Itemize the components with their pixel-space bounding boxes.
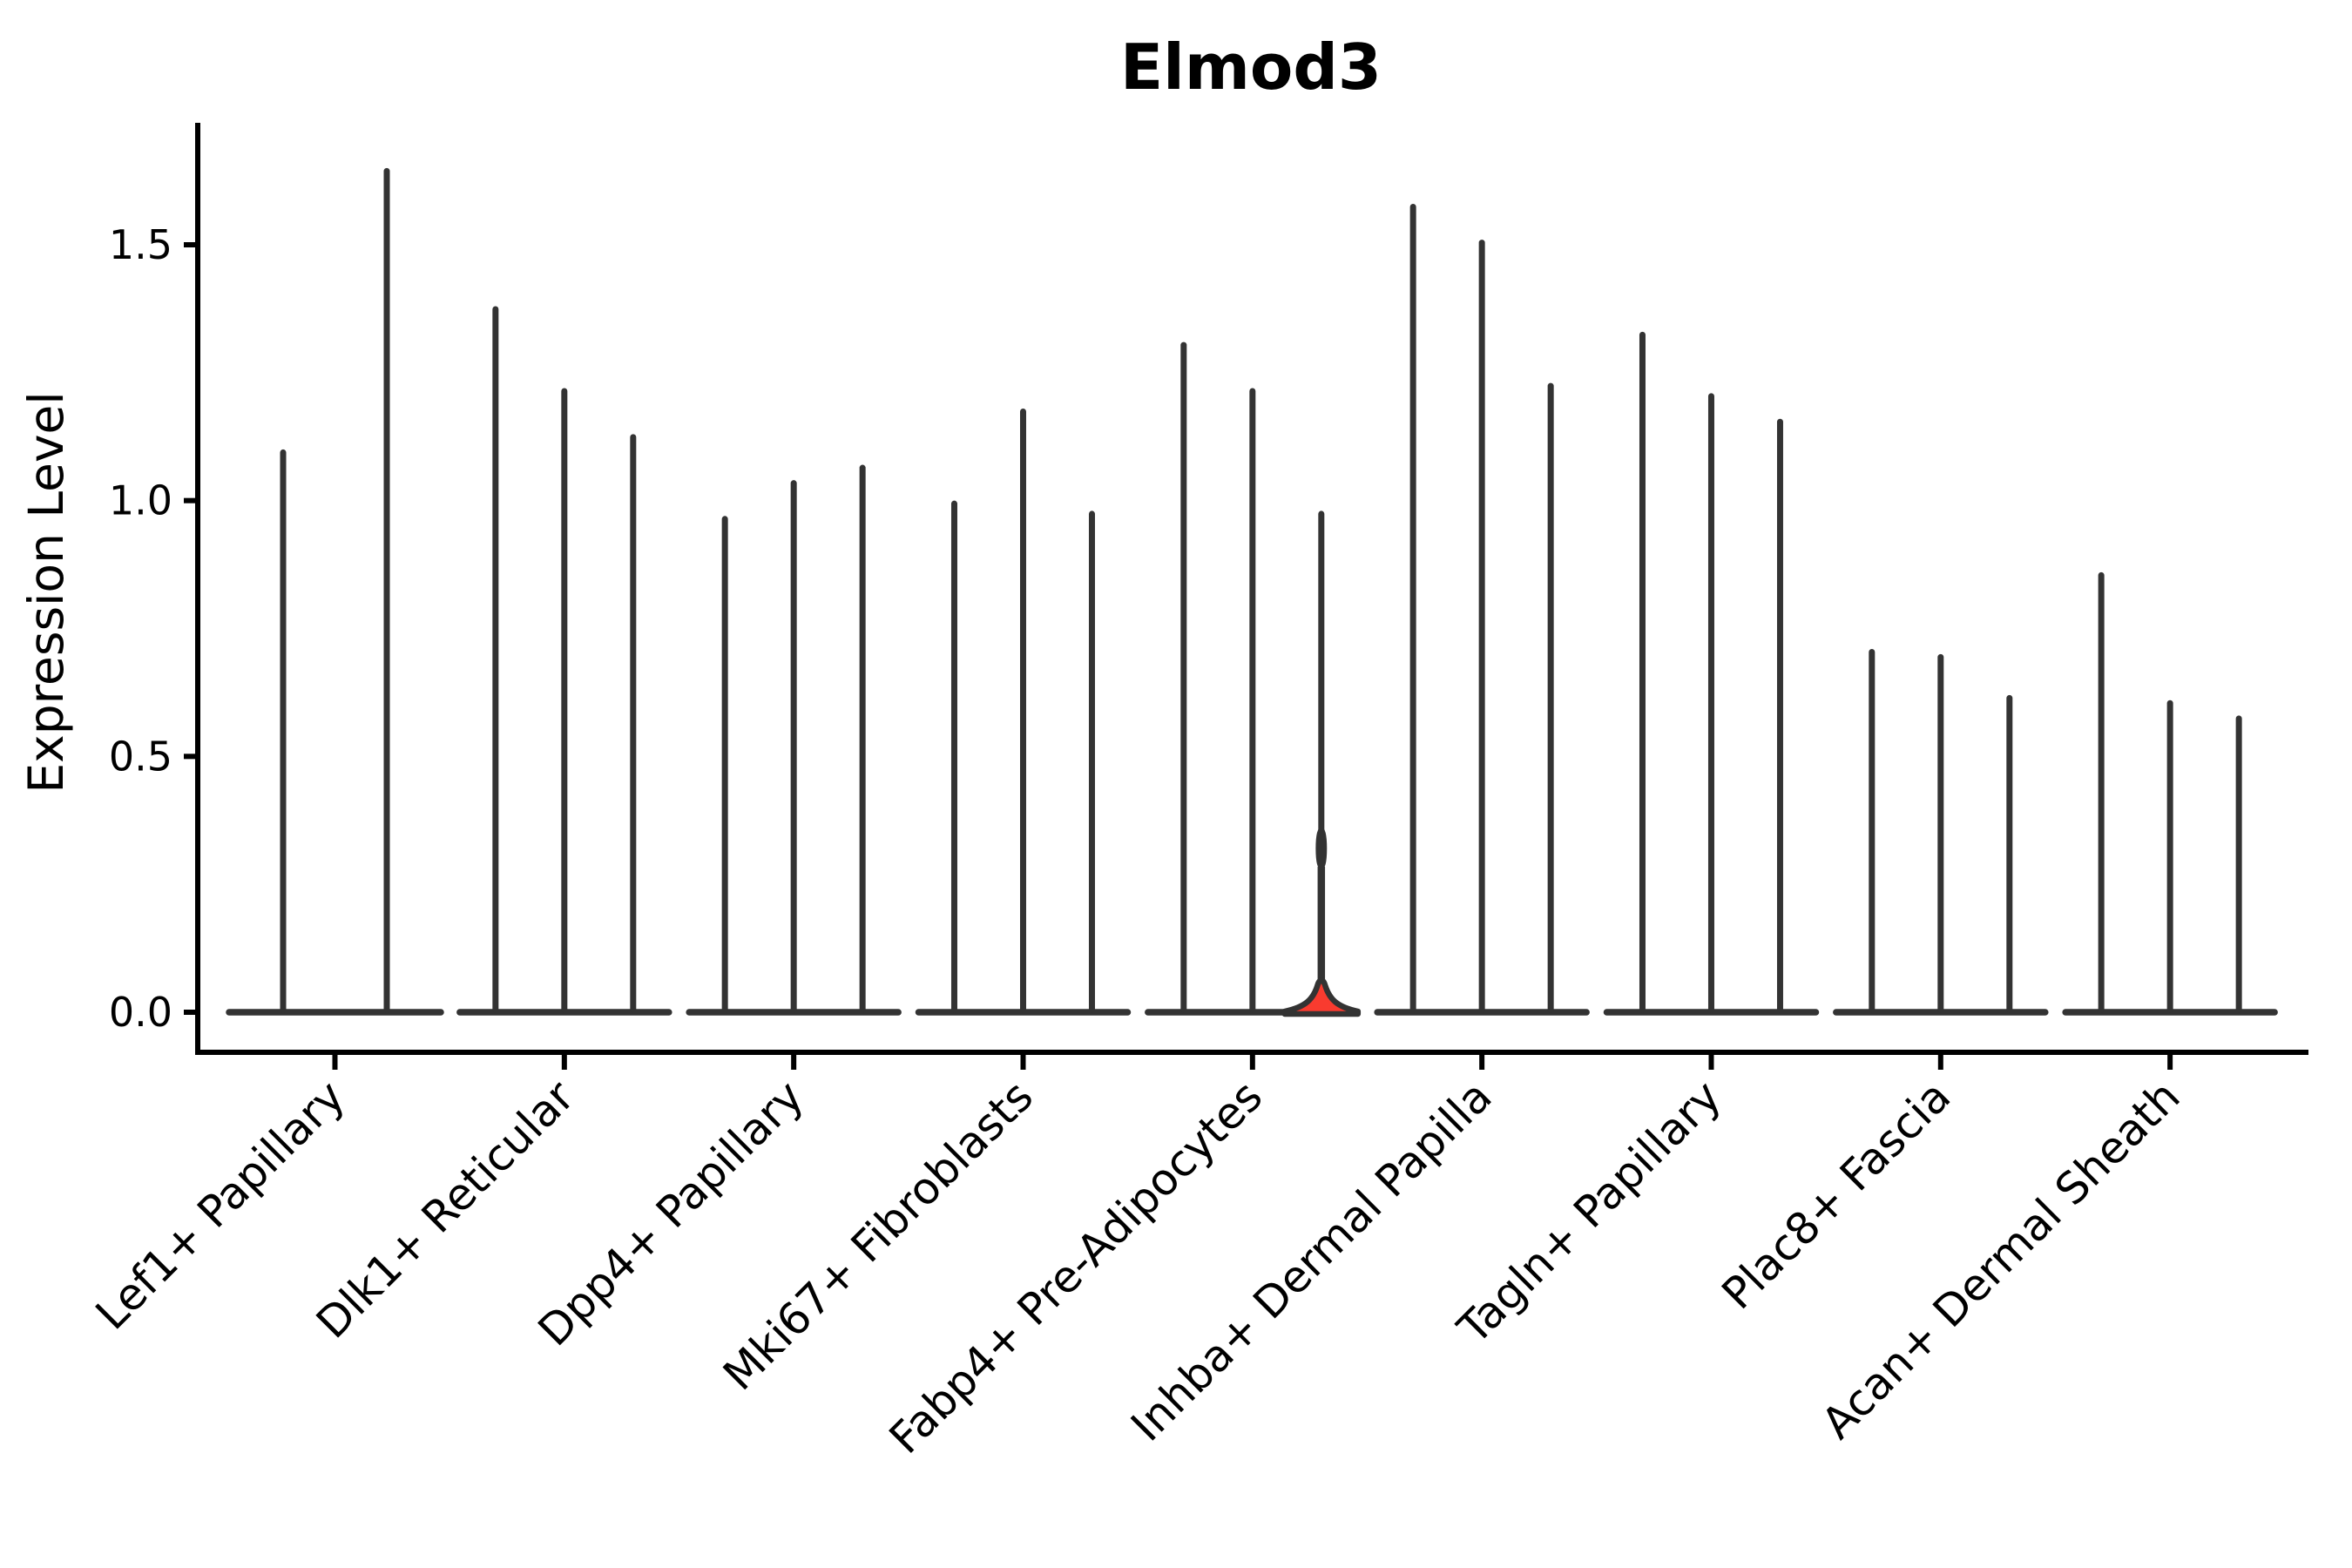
y-tick-label: 1.5 bbox=[109, 221, 172, 268]
y-tick-label: 1.0 bbox=[109, 477, 172, 524]
y-tick-label: 0.0 bbox=[109, 989, 172, 1036]
x-tick-label: Plac8+ Fascia bbox=[1713, 1071, 1961, 1319]
highlight-violin-bulge bbox=[1315, 827, 1328, 870]
violins bbox=[226, 167, 2278, 1017]
y-tick-label: 0.5 bbox=[109, 733, 172, 780]
plot-title: Elmod3 bbox=[1120, 30, 1382, 104]
x-tick-label: Lef1+ Papillary bbox=[86, 1071, 355, 1339]
highlight-violin-base bbox=[1281, 977, 1362, 1017]
x-tick-label: Fabp4+ Pre-Adipocytes bbox=[880, 1071, 1273, 1463]
y-axis-label: Expression Level bbox=[18, 391, 74, 793]
